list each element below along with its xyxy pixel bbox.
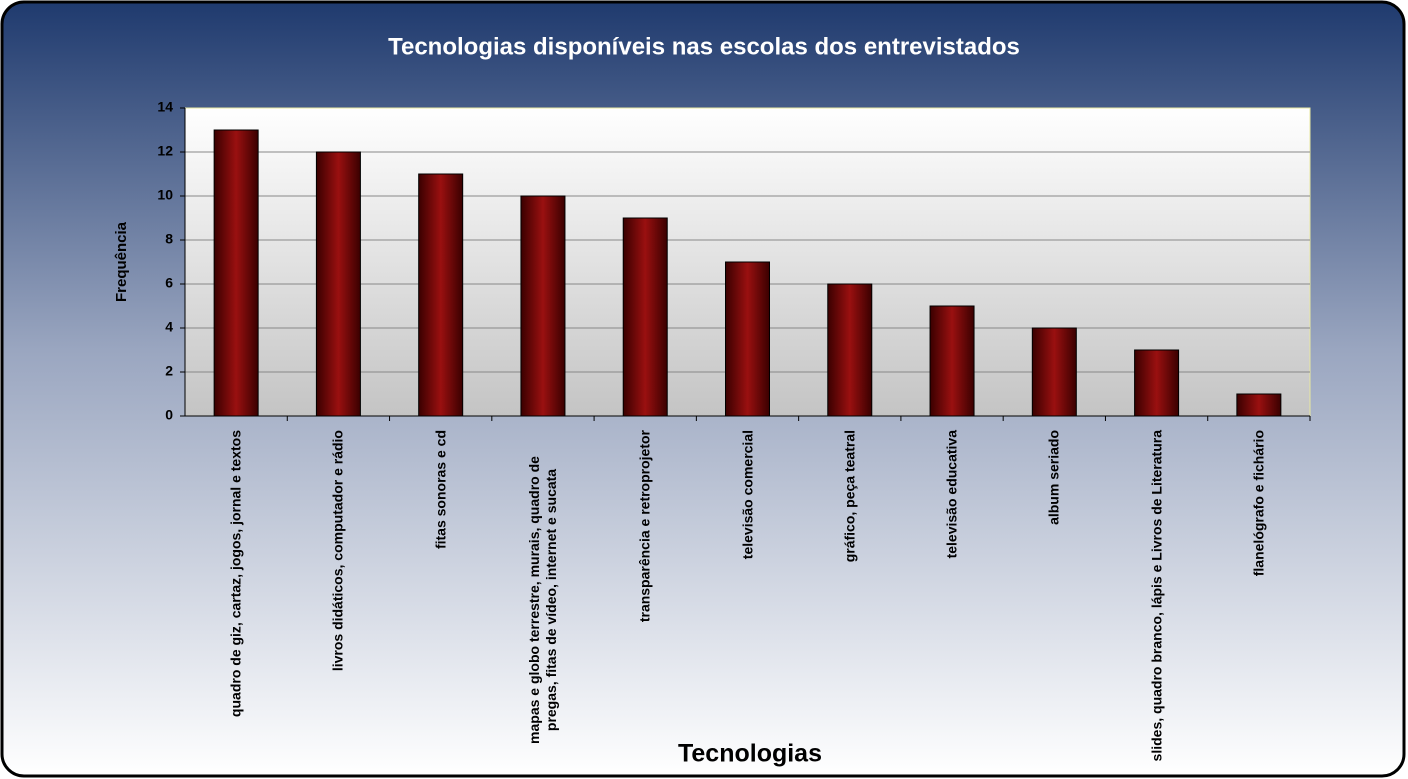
bar <box>1134 349 1180 417</box>
bar <box>520 195 566 417</box>
x-tick-label: transparência e retroprojetor <box>637 430 654 770</box>
x-tick-label: album seriado <box>1046 430 1063 770</box>
x-tick-label-text: mapas e globo terrestre, murais, quadro … <box>525 456 559 744</box>
bar <box>418 173 464 417</box>
y-tick-label: 8 <box>165 231 173 247</box>
x-tick-label: televisão educativa <box>944 430 961 770</box>
y-tick-label: 2 <box>165 363 173 379</box>
x-tick-label: mapas e globo terrestre, murais, quadro … <box>526 430 560 770</box>
x-axis-title: Tecnologias <box>678 740 822 768</box>
y-tick-label: 12 <box>157 143 173 159</box>
x-tick-label: fitas sonoras e cd <box>432 430 449 770</box>
x-tick-label-text: quadro de giz, cartaz, jogos, jornal e t… <box>227 430 244 718</box>
bar <box>622 217 668 417</box>
y-tick-label: 14 <box>157 99 173 115</box>
x-tick-label-text: livros didáticos, computador e rádio <box>329 430 346 672</box>
x-tick-label: gráfico, peça teatral <box>841 430 858 770</box>
x-tick-label: slides, quadro branco, lápis e Livros de… <box>1148 430 1165 770</box>
x-tick-label: televisão comercial <box>739 430 756 770</box>
x-tick-label-text: transparência e retroprojetor <box>636 430 653 623</box>
bar <box>929 305 975 417</box>
x-tick-label: quadro de giz, cartaz, jogos, jornal e t… <box>228 430 245 770</box>
y-tick-label: 10 <box>157 187 173 203</box>
bar <box>315 151 361 417</box>
x-tick-label-text: flanelógrafo e fichário <box>1250 430 1267 577</box>
y-tick-label: 6 <box>165 275 173 291</box>
x-tick-label-text: gráfico, peça teatral <box>841 430 858 563</box>
x-tick-label-text: album seriado <box>1045 430 1062 525</box>
bar <box>827 283 873 417</box>
x-tick-label: flanelógrafo e fichário <box>1250 430 1267 770</box>
x-tick-label-text: slides, quadro branco, lápis e Livros de… <box>1148 430 1165 762</box>
y-axis-title: Frequência <box>113 221 130 302</box>
y-tick-label: 0 <box>165 407 173 423</box>
x-tick-label-text: televisão educativa <box>943 430 960 559</box>
chart-title: Tecnologias disponíveis nas escolas dos … <box>388 33 1020 60</box>
x-tick-label-text: fitas sonoras e cd <box>432 430 449 550</box>
bar <box>213 129 259 417</box>
bar <box>725 261 770 417</box>
x-tick-label-text: televisão comercial <box>739 430 755 560</box>
x-tick-label: livros didáticos, computador e rádio <box>330 430 347 770</box>
y-tick-label: 4 <box>165 319 173 335</box>
bar <box>1031 327 1077 417</box>
bar <box>1236 393 1282 417</box>
